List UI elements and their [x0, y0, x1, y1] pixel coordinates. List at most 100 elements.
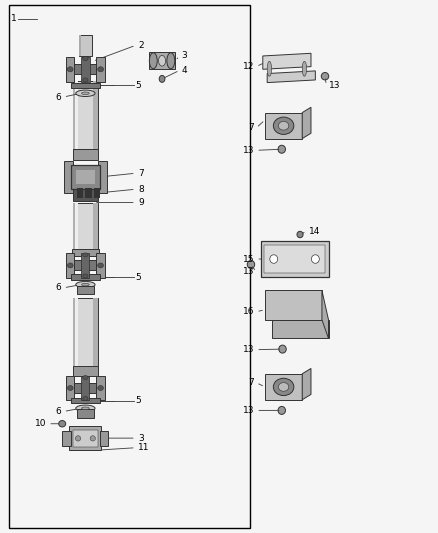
- Text: 7: 7: [138, 169, 144, 177]
- Text: 13: 13: [328, 81, 340, 90]
- Polygon shape: [265, 374, 302, 400]
- Ellipse shape: [279, 122, 289, 130]
- Bar: [79, 35, 81, 56]
- Bar: [76, 170, 95, 184]
- Bar: [75, 81, 78, 149]
- Bar: [77, 286, 94, 294]
- Bar: [73, 430, 98, 447]
- Bar: [73, 184, 98, 201]
- Bar: [96, 376, 105, 400]
- Ellipse shape: [311, 255, 319, 263]
- Bar: [261, 241, 328, 277]
- Text: 5: 5: [136, 397, 141, 405]
- Bar: [79, 35, 92, 56]
- Bar: [73, 298, 75, 368]
- Bar: [73, 81, 75, 149]
- Bar: [9, 5, 250, 528]
- Ellipse shape: [278, 406, 286, 415]
- Bar: [73, 366, 98, 376]
- Bar: [71, 83, 99, 88]
- Bar: [66, 253, 74, 278]
- Ellipse shape: [81, 407, 89, 409]
- Bar: [149, 52, 175, 69]
- Text: 14: 14: [309, 227, 320, 236]
- Ellipse shape: [159, 76, 165, 83]
- Text: 4: 4: [182, 66, 187, 75]
- Bar: [74, 64, 96, 74]
- Ellipse shape: [76, 90, 95, 96]
- Polygon shape: [265, 290, 322, 320]
- Ellipse shape: [67, 67, 73, 72]
- Ellipse shape: [159, 55, 166, 66]
- Bar: [63, 431, 71, 446]
- Bar: [75, 203, 78, 251]
- Text: 13: 13: [243, 146, 254, 155]
- Bar: [81, 253, 89, 278]
- Ellipse shape: [83, 253, 88, 257]
- Bar: [70, 426, 101, 450]
- Text: 9: 9: [138, 198, 144, 207]
- Ellipse shape: [278, 145, 286, 154]
- Bar: [71, 274, 99, 280]
- Ellipse shape: [167, 53, 175, 69]
- Text: 13: 13: [243, 345, 254, 354]
- Bar: [93, 81, 98, 149]
- Polygon shape: [263, 53, 311, 69]
- Text: 7: 7: [248, 378, 254, 387]
- Bar: [99, 431, 108, 446]
- Bar: [74, 261, 96, 270]
- Ellipse shape: [76, 281, 95, 288]
- Text: 11: 11: [138, 443, 149, 452]
- Bar: [96, 56, 105, 82]
- Text: 5: 5: [136, 273, 141, 281]
- Ellipse shape: [267, 61, 272, 76]
- Text: 13: 13: [243, 268, 254, 276]
- Text: 1: 1: [11, 14, 17, 23]
- Bar: [81, 56, 89, 82]
- Ellipse shape: [81, 92, 89, 94]
- Ellipse shape: [83, 274, 88, 278]
- Text: 5: 5: [136, 81, 141, 90]
- Text: 6: 6: [56, 93, 61, 101]
- Bar: [77, 188, 83, 198]
- Ellipse shape: [59, 421, 66, 427]
- Bar: [98, 161, 107, 193]
- Ellipse shape: [302, 61, 307, 76]
- Ellipse shape: [98, 263, 103, 268]
- Bar: [94, 188, 100, 198]
- Bar: [96, 253, 105, 278]
- Bar: [93, 203, 98, 251]
- Bar: [93, 298, 98, 368]
- Text: 6: 6: [56, 284, 61, 292]
- Bar: [73, 81, 98, 149]
- Ellipse shape: [83, 56, 88, 61]
- Text: 2: 2: [138, 41, 144, 50]
- Ellipse shape: [76, 405, 95, 411]
- Bar: [66, 56, 74, 82]
- Bar: [74, 383, 96, 393]
- Bar: [73, 203, 98, 251]
- Bar: [73, 298, 98, 368]
- Ellipse shape: [83, 78, 88, 82]
- Ellipse shape: [83, 376, 88, 379]
- Ellipse shape: [273, 117, 294, 134]
- Ellipse shape: [149, 53, 157, 69]
- Text: 7: 7: [248, 124, 254, 132]
- Ellipse shape: [270, 255, 278, 263]
- Ellipse shape: [67, 385, 73, 391]
- Bar: [71, 398, 99, 403]
- Bar: [73, 149, 98, 160]
- Text: 8: 8: [138, 185, 144, 193]
- Ellipse shape: [81, 284, 89, 286]
- Ellipse shape: [279, 345, 286, 353]
- Ellipse shape: [98, 67, 103, 72]
- Bar: [66, 376, 74, 400]
- Bar: [72, 249, 99, 256]
- Text: 6: 6: [56, 407, 61, 416]
- Text: 13: 13: [243, 406, 254, 415]
- Bar: [81, 376, 89, 400]
- Bar: [71, 165, 99, 189]
- Polygon shape: [302, 368, 311, 400]
- Ellipse shape: [98, 385, 103, 391]
- Bar: [64, 161, 73, 193]
